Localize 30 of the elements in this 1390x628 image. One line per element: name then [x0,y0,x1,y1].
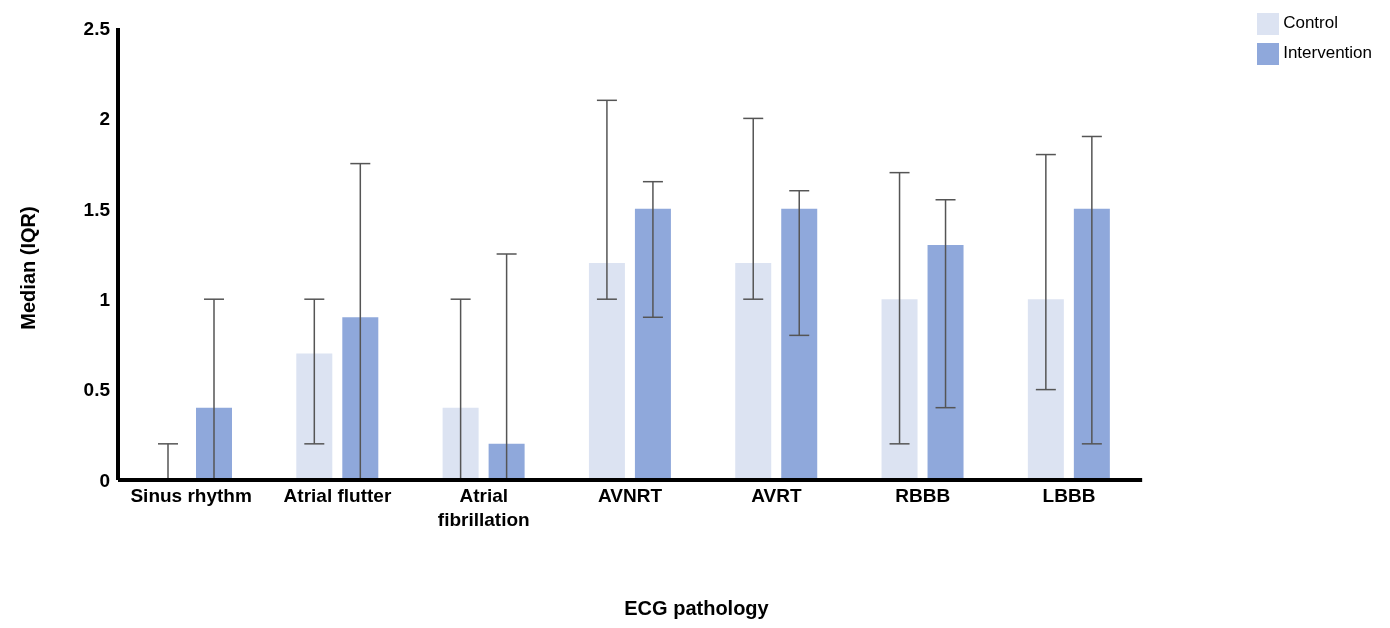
x-tick-label: Atrial flutter [283,485,392,506]
bar [881,299,918,480]
y-axis-title: Median (IQR) [16,206,40,330]
x-tick-label: RBBB [895,485,951,506]
x-axis-title: ECG pathology [623,597,770,620]
bar [196,407,232,480]
bar [735,263,772,480]
y-tick-label: 2 [99,108,110,130]
y-tick-label: 1 [99,288,111,310]
bar [927,244,964,480]
legend-label: Intervention [1283,43,1372,62]
x-tick-label: Atrial fibrillation [437,485,530,530]
legend-label: Control [1283,13,1338,32]
x-tick-label: Sinus rhythm [130,485,252,506]
y-tick-label: 0.5 [83,379,111,401]
y-tick-label: 2.5 [83,17,111,39]
bar [588,263,625,480]
bar [781,208,818,480]
y-tick-label: 0 [99,469,110,491]
bar [1073,208,1110,480]
bar [442,407,479,480]
bar [1027,299,1064,480]
bar [488,443,525,480]
x-tick-label: AVRT [751,485,802,506]
bar [634,208,671,480]
bar [342,317,379,480]
y-tick-label: 1.5 [83,198,111,220]
bar [296,353,333,480]
x-tick-label: LBBB [1042,485,1096,506]
x-tick-label: AVNRT [598,485,663,506]
